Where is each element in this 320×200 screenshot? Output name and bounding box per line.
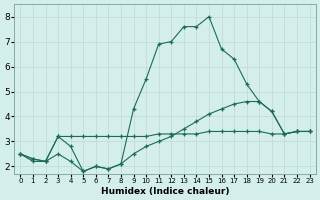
X-axis label: Humidex (Indice chaleur): Humidex (Indice chaleur) [101, 187, 229, 196]
